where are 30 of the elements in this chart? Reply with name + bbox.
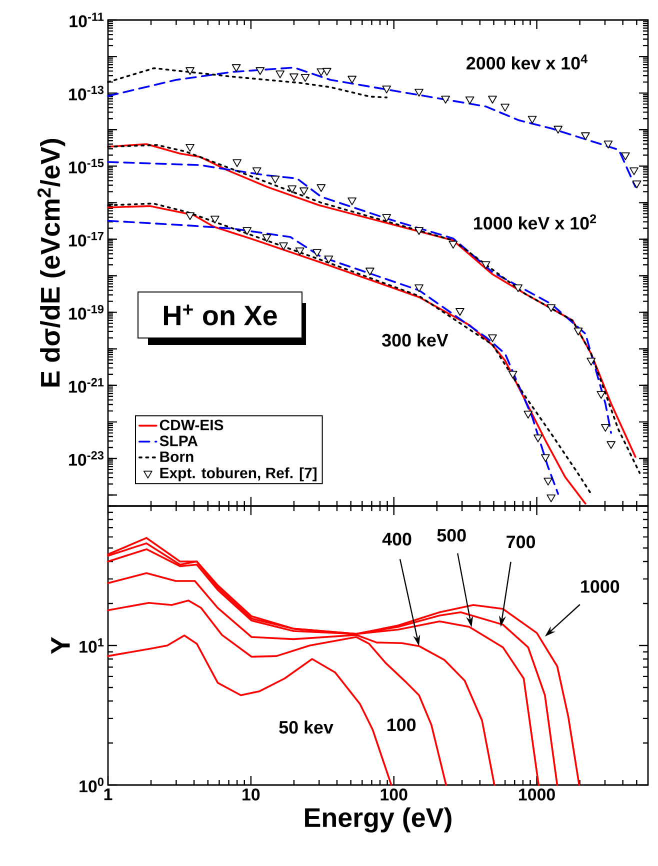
- y-tick-label: 10$^{0}$: [80, 778, 104, 792]
- x-tick-label: 1: [104, 788, 112, 800]
- x-tick-label: 100: [380, 788, 408, 801]
- annotation: 400: [382, 532, 412, 546]
- y-tick-label: 10$^{-11}$: [70, 12, 104, 28]
- y-tick-label: 10$^{1}$: [80, 638, 104, 653]
- y-tick-label: 10$^{-23}$: [69, 451, 104, 466]
- annotation: 1000: [581, 580, 620, 593]
- annotation: 50 kev: [279, 720, 334, 734]
- x-axis-title: Energy (eV): [305, 807, 452, 833]
- annotation: 700: [506, 536, 536, 548]
- y-axis-title: E dσ/dE (eVcm$^{2}$/eV): [37, 139, 66, 387]
- annotation: 300 keV: [382, 333, 448, 347]
- annotation: H$^{+}$ on Xe: [164, 304, 277, 326]
- annotation: 100: [388, 718, 416, 732]
- y-tick-label: 10$^{-19}$: [69, 304, 104, 320]
- annotation: 2000 kev x 10$^{4}$: [466, 54, 588, 70]
- y-axis-title: Y: [51, 636, 70, 654]
- legend-label: Expt. toburen, Ref. [7]: [160, 467, 316, 482]
- y-tick-label: 10$^{-21}$: [69, 378, 104, 393]
- legend-label: SLPA: [160, 436, 198, 446]
- annotation: 500: [437, 528, 466, 542]
- annotation: 1000 keV x 10$^{2}$: [474, 214, 596, 230]
- x-tick-label: 10: [242, 788, 260, 801]
- legend-label: CDW-EIS: [160, 420, 224, 430]
- y-tick-label: 10$^{-15}$: [69, 158, 104, 174]
- y-tick-label: 10$^{-13}$: [69, 86, 104, 100]
- legend-label: Born: [160, 452, 194, 462]
- x-tick-label: 1000: [519, 788, 555, 801]
- y-tick-label: 10$^{-17}$: [69, 232, 104, 247]
